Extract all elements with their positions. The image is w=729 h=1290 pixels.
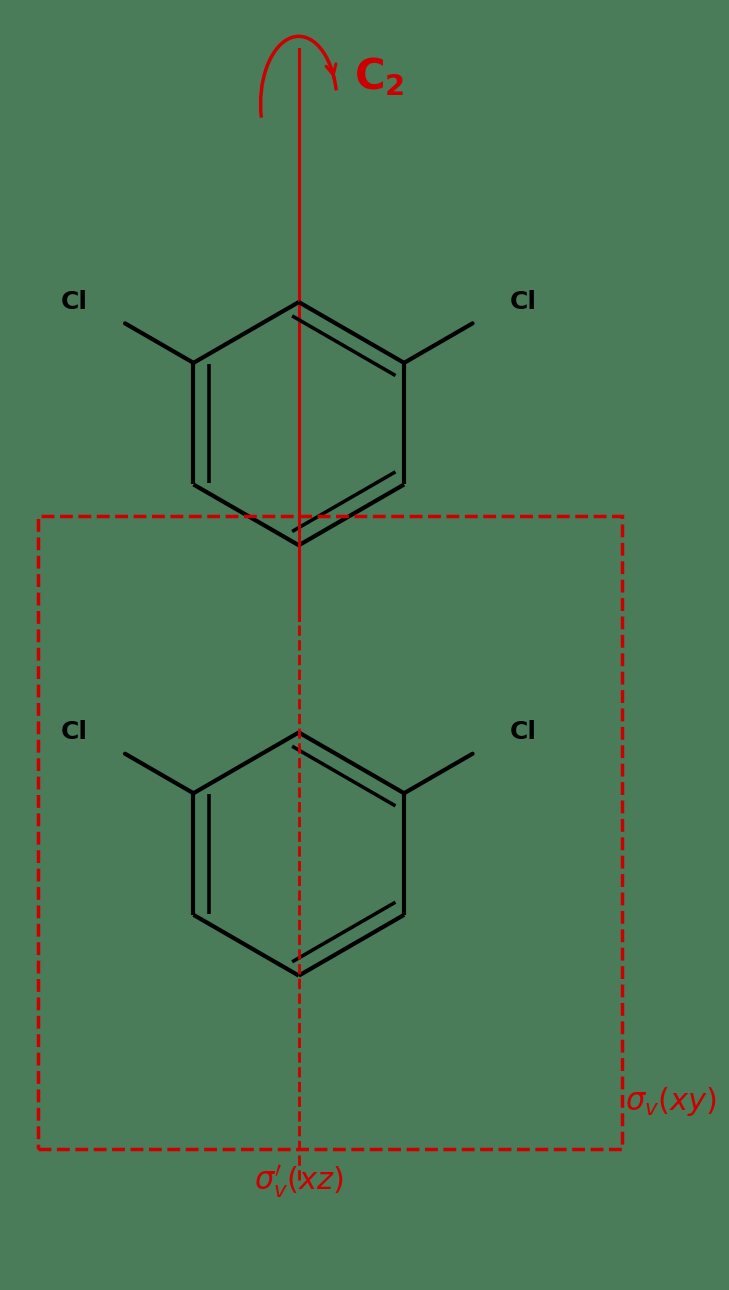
Text: Cl: Cl: [510, 720, 537, 744]
Text: Cl: Cl: [61, 720, 88, 744]
Text: $\sigma_v(xy)$: $\sigma_v(xy)$: [625, 1085, 717, 1118]
Text: $\mathbf{C_2}$: $\mathbf{C_2}$: [354, 54, 405, 98]
Text: Cl: Cl: [61, 290, 88, 313]
Text: $\sigma_v'(xz)$: $\sigma_v'(xz)$: [254, 1164, 344, 1201]
Bar: [38, 516, 622, 1149]
Text: Cl: Cl: [510, 290, 537, 313]
